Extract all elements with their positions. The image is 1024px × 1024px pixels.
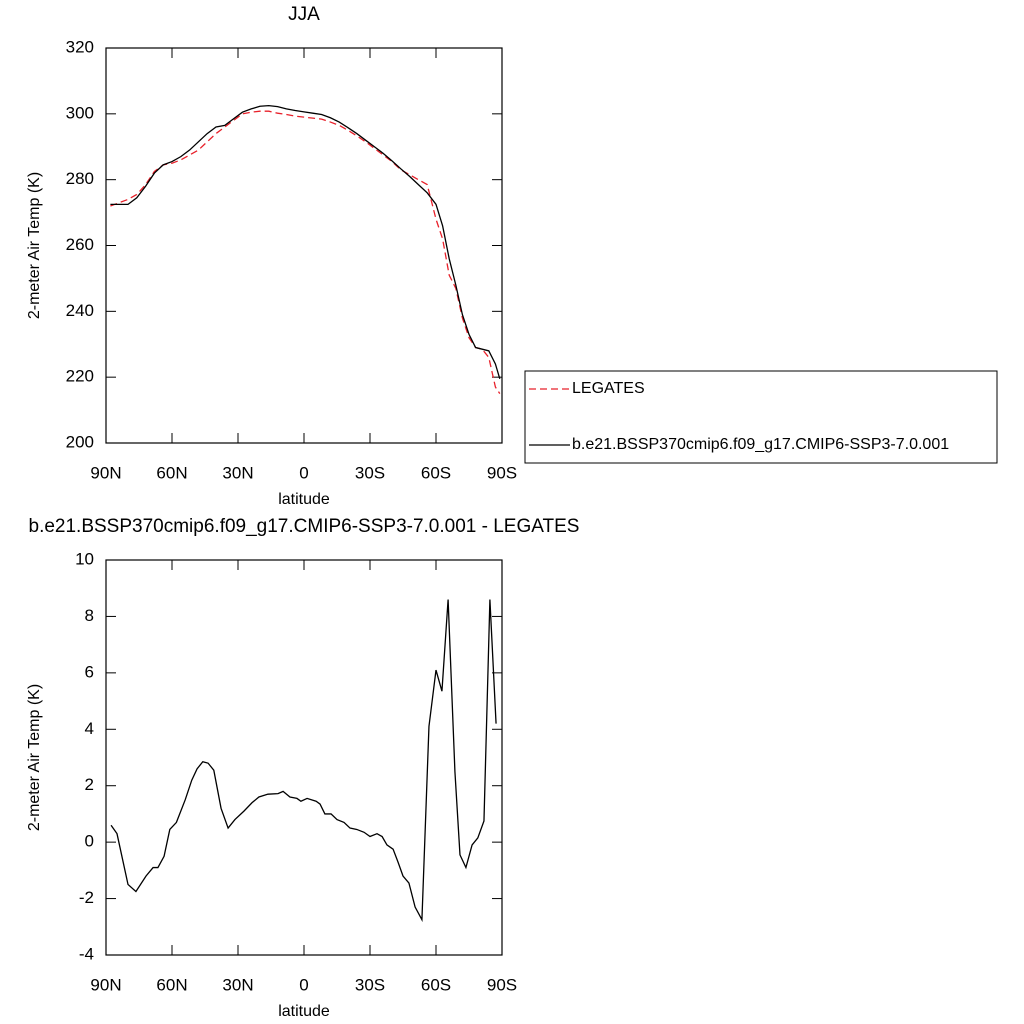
legend-label: b.e21.BSSP370cmip6.f09_g17.CMIP6-SSP3-7.… [572,436,949,453]
x-tick-label: 90S [487,463,517,482]
y-tick-label: 300 [66,103,94,122]
x-tick-label: 30N [222,463,253,482]
y-tick-label: 4 [85,719,94,738]
data-line [110,599,497,923]
legend-box [524,370,998,464]
x-tick-label: 0 [299,463,308,482]
x-tick-label: 30S [355,463,385,482]
chart-title: JJA [288,4,320,25]
x-axis-label: latitude [278,1003,330,1020]
data-line [110,110,501,394]
x-axis-label: latitude [278,491,330,508]
x-tick-label: 90N [90,975,121,994]
y-tick-label: 2 [85,775,94,794]
x-tick-label: 60N [156,463,187,482]
plot-frame [105,47,503,444]
y-tick-label: 320 [66,37,94,56]
x-tick-label: 90N [90,463,121,482]
data-line [110,104,501,379]
chart-title: b.e21.BSSP370cmip6.f09_g17.CMIP6-SSP3-7.… [29,516,580,537]
y-tick-label: -2 [79,888,94,907]
y-tick-label: 6 [85,662,94,681]
y-axis-label: 2-meter Air Temp (K) [26,684,43,831]
x-tick-label: 0 [299,975,308,994]
y-axis-label: 2-meter Air Temp (K) [26,172,43,319]
y-tick-label: 260 [66,235,94,254]
plot-frame [105,559,503,956]
y-tick-label: 280 [66,169,94,188]
x-tick-label: 60S [421,975,451,994]
y-tick-label: 220 [66,367,94,386]
y-tick-label: -4 [79,944,94,963]
x-tick-label: 60N [156,975,187,994]
y-tick-label: 10 [75,549,94,568]
y-tick-label: 8 [85,606,94,625]
y-tick-label: 200 [66,432,94,451]
x-tick-label: 60S [421,463,451,482]
x-tick-label: 30S [355,975,385,994]
y-tick-label: 0 [85,832,94,851]
x-tick-label: 90S [487,975,517,994]
x-tick-label: 30N [222,975,253,994]
legend-label: LEGATES [572,380,645,397]
y-tick-label: 240 [66,301,94,320]
